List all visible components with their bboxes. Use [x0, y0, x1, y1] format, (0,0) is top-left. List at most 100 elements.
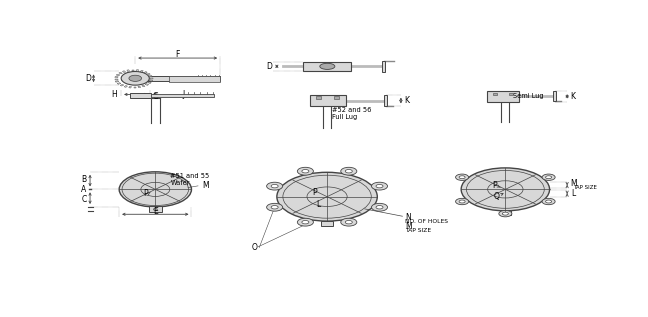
Text: Q: Q	[493, 192, 499, 201]
Circle shape	[461, 168, 550, 211]
Circle shape	[456, 198, 469, 205]
Bar	[316, 96, 321, 99]
Circle shape	[499, 210, 512, 217]
Bar	[321, 221, 333, 226]
Bar	[487, 91, 520, 101]
Circle shape	[546, 200, 551, 203]
Bar	[142, 85, 145, 87]
Bar	[500, 210, 511, 215]
Text: P: P	[312, 188, 317, 197]
Bar	[115, 81, 119, 82]
Text: Semi Lug: Semi Lug	[513, 94, 544, 99]
Bar	[147, 76, 220, 81]
Text: P: P	[492, 181, 496, 190]
Text: C: C	[82, 195, 87, 204]
Bar	[130, 94, 151, 98]
Bar	[140, 70, 143, 72]
Bar	[121, 84, 124, 86]
Circle shape	[266, 182, 283, 190]
Bar	[310, 95, 345, 107]
Bar	[146, 73, 150, 75]
Bar	[127, 70, 130, 72]
Text: M: M	[570, 179, 577, 188]
Bar	[553, 92, 556, 101]
Text: M: M	[405, 222, 411, 231]
Text: O: O	[251, 243, 257, 252]
Bar	[334, 96, 339, 99]
Circle shape	[376, 205, 383, 209]
Circle shape	[302, 170, 309, 173]
Text: G: G	[152, 92, 158, 101]
Circle shape	[154, 208, 157, 210]
Bar	[149, 206, 162, 212]
Bar	[151, 94, 214, 97]
Bar	[303, 62, 351, 71]
Circle shape	[546, 176, 551, 179]
Text: F: F	[176, 50, 180, 59]
Text: P: P	[143, 189, 148, 197]
Bar	[129, 86, 132, 88]
Bar	[509, 93, 513, 95]
Bar	[150, 78, 153, 79]
Text: D: D	[266, 62, 272, 71]
Bar	[132, 69, 133, 71]
Circle shape	[271, 205, 278, 209]
Text: NO. OF HOLES: NO. OF HOLES	[405, 219, 448, 224]
Bar	[145, 84, 148, 85]
Text: B: B	[82, 175, 87, 184]
Text: K: K	[571, 92, 575, 101]
Circle shape	[542, 198, 555, 205]
Bar	[117, 83, 121, 84]
Circle shape	[542, 174, 555, 180]
Bar	[384, 95, 388, 106]
Text: L: L	[316, 199, 320, 209]
Bar	[119, 72, 122, 74]
Bar	[115, 79, 118, 80]
Circle shape	[456, 174, 469, 180]
Circle shape	[502, 212, 509, 215]
Bar	[138, 86, 141, 88]
Text: #51 and 55
Wafer: #51 and 55 Wafer	[170, 173, 210, 186]
Circle shape	[341, 167, 357, 175]
Circle shape	[459, 176, 465, 179]
Text: D: D	[86, 74, 91, 83]
Text: TAP SIZE: TAP SIZE	[573, 185, 597, 190]
Circle shape	[371, 182, 388, 190]
Circle shape	[266, 203, 283, 211]
Circle shape	[345, 220, 353, 224]
Bar	[136, 70, 139, 71]
Bar	[116, 74, 120, 76]
Bar	[493, 93, 497, 95]
Bar	[149, 75, 152, 77]
Circle shape	[277, 172, 377, 221]
Ellipse shape	[320, 63, 335, 69]
Circle shape	[297, 218, 314, 226]
Circle shape	[345, 170, 353, 173]
Bar	[133, 87, 135, 88]
Circle shape	[371, 203, 388, 211]
Circle shape	[341, 218, 357, 226]
Text: J: J	[183, 90, 185, 99]
Text: H: H	[111, 90, 117, 99]
Text: A: A	[82, 185, 87, 194]
Text: K: K	[404, 96, 410, 105]
Circle shape	[459, 200, 465, 203]
Circle shape	[376, 184, 383, 188]
Text: E: E	[153, 207, 157, 216]
Bar	[124, 86, 128, 87]
Circle shape	[119, 172, 192, 207]
Circle shape	[302, 220, 309, 224]
Circle shape	[121, 71, 149, 85]
Text: L: L	[571, 189, 575, 198]
Circle shape	[129, 75, 141, 81]
Text: #52 and 56
Full Lug: #52 and 56 Full Lug	[332, 107, 371, 120]
Bar	[149, 80, 153, 81]
Text: N: N	[405, 213, 411, 222]
Bar	[169, 76, 220, 82]
Bar	[122, 71, 126, 73]
Bar	[382, 61, 386, 72]
Text: M: M	[202, 181, 209, 191]
Circle shape	[297, 167, 314, 175]
Bar	[148, 82, 151, 83]
Bar	[144, 72, 147, 73]
